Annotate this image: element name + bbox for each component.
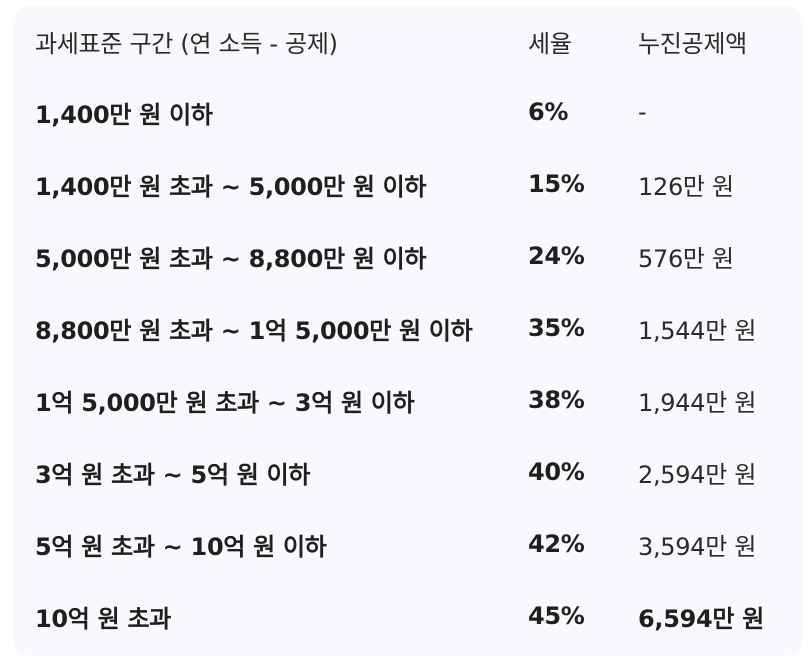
tax-rate-cell: 6%: [528, 98, 569, 126]
deduction-cell: 576만 원: [638, 244, 734, 273]
bracket-range-cell: 3억 원 초과 ~ 5억 원 이하: [35, 460, 311, 489]
deduction-cell: 3,594만 원: [638, 532, 757, 561]
bracket-range-cell: 10억 원 초과: [35, 604, 172, 633]
deduction-cell: -: [638, 98, 647, 126]
deduction-cell: 6,594만 원: [638, 604, 765, 633]
tax-rate-cell: 45%: [528, 602, 585, 630]
table-row: 3억 원 초과 ~ 5억 원 이하 40% 2,594만 원: [12, 436, 804, 508]
table-row: 1억 5,000만 원 초과 ~ 3억 원 이하 38% 1,944만 원: [12, 364, 804, 436]
tax-rate-cell: 42%: [528, 530, 585, 558]
table-header-row: 과세표준 구간 (연 소득 - 공제) 세율 누진공제액: [12, 6, 804, 76]
deduction-cell: 1,944만 원: [638, 388, 757, 417]
bracket-range-cell: 5억 원 초과 ~ 10억 원 이하: [35, 532, 327, 561]
table-row: 1,400만 원 초과 ~ 5,000만 원 이하 15% 126만 원: [12, 148, 804, 220]
tax-bracket-table: 과세표준 구간 (연 소득 - 공제) 세율 누진공제액 1,400만 원 이하…: [12, 6, 804, 652]
bracket-range-cell: 1,400만 원 초과 ~ 5,000만 원 이하: [35, 172, 427, 201]
deduction-cell: 2,594만 원: [638, 460, 757, 489]
bracket-range-cell: 5,000만 원 초과 ~ 8,800만 원 이하: [35, 244, 427, 273]
deduction-cell: 126만 원: [638, 172, 734, 201]
bracket-range-cell: 1,400만 원 이하: [35, 100, 213, 129]
tax-rate-cell: 24%: [528, 242, 585, 270]
bracket-range-cell: 8,800만 원 초과 ~ 1억 5,000만 원 이하: [35, 316, 473, 345]
table-row: 8,800만 원 초과 ~ 1억 5,000만 원 이하 35% 1,544만 …: [12, 292, 804, 364]
header-progressive-deduction: 누진공제액: [638, 29, 747, 58]
table-row: 10억 원 초과 45% 6,594만 원: [12, 580, 804, 652]
header-bracket-range: 과세표준 구간 (연 소득 - 공제): [35, 29, 338, 58]
bracket-range-cell: 1억 5,000만 원 초과 ~ 3억 원 이하: [35, 388, 415, 417]
tax-rate-cell: 35%: [528, 314, 585, 342]
table-row: 5억 원 초과 ~ 10억 원 이하 42% 3,594만 원: [12, 508, 804, 580]
tax-rate-cell: 38%: [528, 386, 585, 414]
table-row: 5,000만 원 초과 ~ 8,800만 원 이하 24% 576만 원: [12, 220, 804, 292]
tax-bracket-card: 과세표준 구간 (연 소득 - 공제) 세율 누진공제액 1,400만 원 이하…: [12, 6, 804, 656]
deduction-cell: 1,544만 원: [638, 316, 757, 345]
tax-rate-cell: 15%: [528, 170, 585, 198]
tax-rate-cell: 40%: [528, 458, 585, 486]
table-row: 1,400만 원 이하 6% -: [12, 76, 804, 148]
header-tax-rate: 세율: [528, 29, 572, 58]
